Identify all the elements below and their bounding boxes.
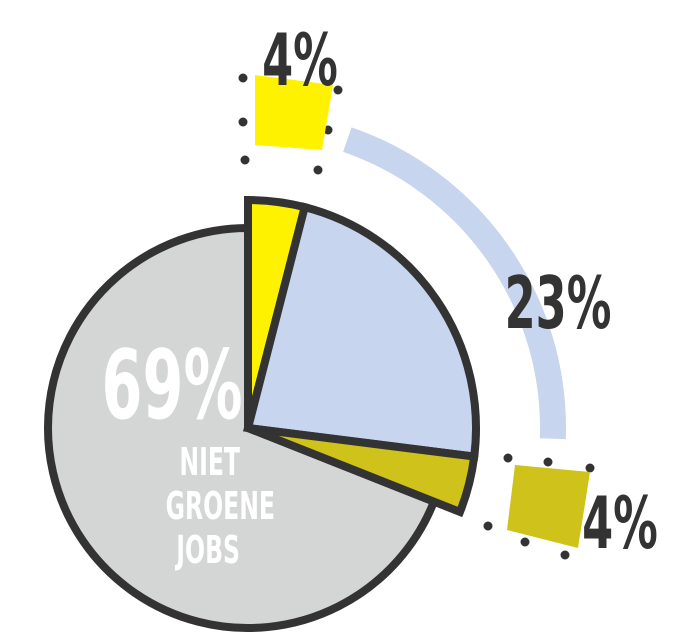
dot (585, 463, 595, 473)
value-label-group: 23% (505, 262, 612, 346)
decoration (238, 73, 595, 560)
callout-swatch (255, 75, 333, 150)
category-label: NIET GROENE JOBS (165, 440, 276, 572)
dot (560, 550, 570, 560)
dot (240, 155, 250, 165)
value-label-group: 69% (102, 330, 243, 441)
dot (503, 453, 513, 463)
value-label-group: 4% (582, 482, 658, 566)
pie-slice (246, 424, 479, 518)
value-label: 4% (582, 482, 658, 566)
dot (313, 165, 323, 175)
pie-slice (44, 223, 440, 632)
dot (238, 117, 248, 127)
value-label: 69% (102, 330, 243, 441)
pie-slice (242, 202, 480, 462)
value-label: 4% (262, 19, 338, 103)
arc-band (343, 127, 566, 440)
dot (483, 521, 493, 531)
value-label: 23% (505, 262, 612, 346)
dot (238, 73, 248, 83)
dot (543, 457, 553, 467)
value-label-group: 4% (262, 19, 338, 103)
callout-swatch (507, 465, 590, 548)
dot (520, 537, 530, 547)
dot (333, 85, 343, 95)
